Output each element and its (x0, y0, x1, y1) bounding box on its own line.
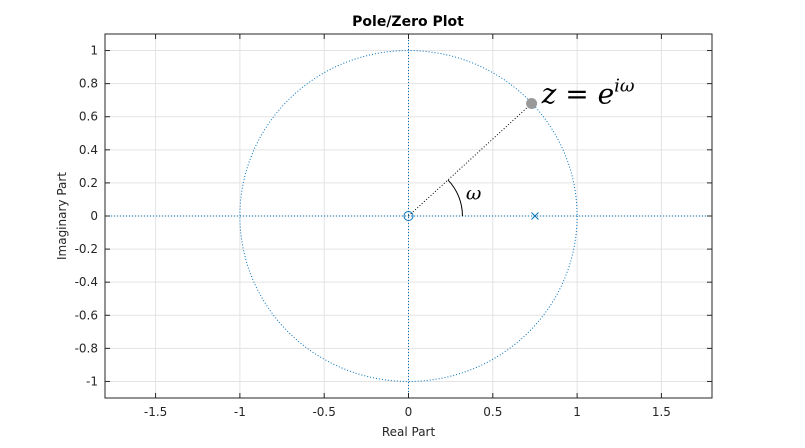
z-equation-exponent: iω (614, 75, 635, 96)
x-tick-label: -1 (234, 405, 246, 419)
y-tick-label: -0.8 (75, 341, 98, 355)
z-equation-annotation: z = eiω (541, 75, 635, 110)
y-tick-label: -0.2 (75, 242, 98, 256)
x-tick-label: 0 (405, 405, 413, 419)
unit-circle-point (526, 97, 538, 109)
ticks: -1.5 -1 -0.5 0 0.5 1 1.5 -1 -0.8 -0.6 -0.4 -0.2 0 0.2… (75, 34, 712, 419)
pole-marker (531, 212, 539, 220)
pole-marker-stroke (531, 212, 539, 220)
x-tick-label: 1 (573, 405, 581, 419)
z-equation-base: z = e (541, 77, 615, 110)
y-tick-label: 0 (90, 209, 98, 223)
axes-frame (104, 33, 713, 399)
x-tick-label: -1.5 (144, 405, 167, 419)
y-tick-label: 1 (90, 44, 98, 58)
y-tick-label: 0.2 (79, 176, 98, 190)
y-tick-label: -0.6 (75, 308, 98, 322)
chart-title: Pole/Zero Plot (352, 14, 464, 30)
zero-marker (403, 211, 414, 221)
y-tick-label: -1 (86, 374, 98, 388)
y-tick-label: 0.8 (79, 77, 98, 91)
x-axis-label: Real Part (382, 425, 436, 439)
x-tick-label: 1.5 (652, 405, 671, 419)
omega-annotation: ω (466, 182, 482, 204)
x-tick-label: -0.5 (312, 405, 335, 419)
y-tick-label: 0.6 (79, 110, 98, 124)
y-axis-label: Imaginary Part (55, 172, 69, 260)
x-tick-label: 0.5 (483, 405, 502, 419)
plot-area (105, 34, 712, 398)
omega-angle-arc (447, 179, 463, 217)
y-tick-label: -0.4 (75, 275, 98, 289)
y-tick-label: 0.4 (79, 143, 98, 157)
unit-circle (239, 50, 578, 382)
radius-line (408, 103, 532, 217)
